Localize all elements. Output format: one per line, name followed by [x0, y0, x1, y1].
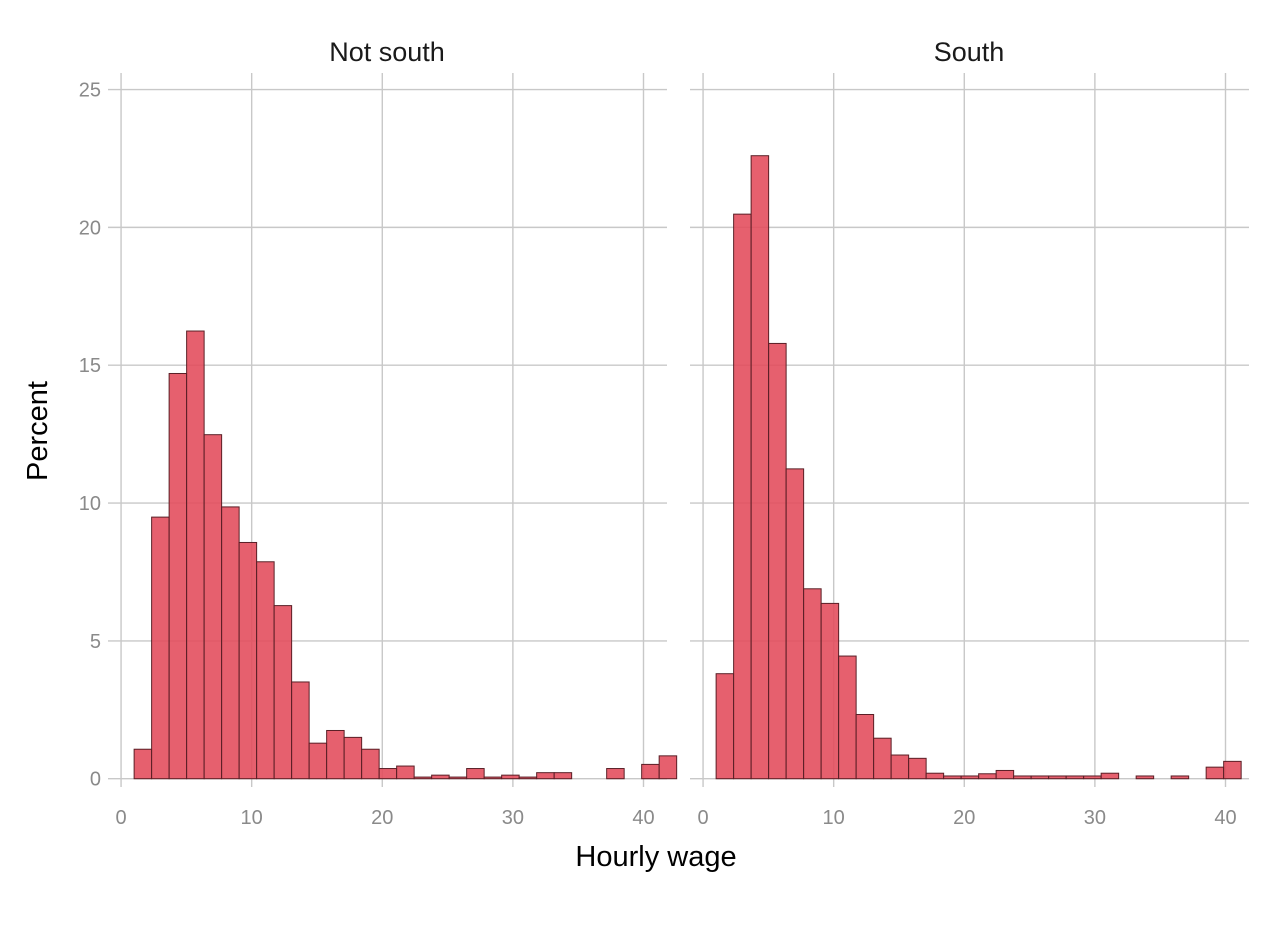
- histogram-bar: [838, 655, 857, 780]
- histogram-bar: [1205, 766, 1225, 780]
- histogram-bar: [820, 602, 840, 780]
- histogram-bar: [715, 673, 735, 780]
- histogram-bar: [960, 775, 980, 780]
- histogram-bar: [396, 765, 415, 780]
- histogram-bar: [803, 588, 822, 780]
- x-tick-label: 40: [632, 807, 654, 829]
- histogram-bar: [238, 541, 258, 780]
- histogram-bar: [641, 763, 660, 780]
- histogram-bar: [553, 772, 573, 780]
- histogram-bar: [518, 776, 538, 780]
- histogram-bar: [978, 773, 997, 780]
- histogram-bar: [466, 768, 485, 780]
- histogram-bar: [750, 155, 770, 780]
- histogram-bar: [343, 736, 363, 780]
- histogram-bar: [256, 561, 275, 780]
- histogram-bar: [658, 755, 678, 780]
- x-tick-label: 0: [697, 807, 708, 829]
- histogram-bar: [1030, 775, 1050, 780]
- x-tick-labels-not-south: 0 10 20 30 40: [115, 807, 654, 829]
- x-tick-label: 20: [371, 807, 393, 829]
- panel-title-south: South: [934, 37, 1005, 67]
- histogram-bar: [308, 742, 328, 780]
- panel-bars-not-south: [133, 330, 678, 780]
- histogram-bar: [378, 768, 398, 780]
- y-tick-label: 15: [79, 355, 101, 377]
- histogram-bar: [291, 681, 310, 780]
- x-tick-label: 40: [1214, 807, 1236, 829]
- histogram-bar: [168, 372, 188, 780]
- histogram-bar: [1083, 775, 1102, 780]
- panel-bars-south: [715, 155, 1242, 780]
- y-tick-label: 20: [79, 217, 101, 239]
- y-tick-label: 5: [90, 631, 101, 653]
- histogram-bar: [1223, 760, 1242, 780]
- histogram-bar: [925, 772, 945, 780]
- histogram-bar: [1100, 772, 1120, 780]
- x-tick-label: 10: [823, 807, 845, 829]
- histogram-bar: [448, 776, 468, 780]
- x-tick-labels-south: 0 10 20 30 40: [697, 807, 1236, 829]
- histogram-bar: [1135, 775, 1155, 780]
- histogram-bar: [151, 516, 170, 780]
- histogram-bar: [501, 774, 520, 780]
- histogram-bar: [873, 737, 892, 780]
- histogram-bar: [943, 775, 962, 780]
- x-tick-label: 20: [953, 807, 975, 829]
- x-axis-title: Hourly wage: [575, 841, 736, 873]
- histogram-bar: [133, 748, 153, 780]
- histogram-bar: [203, 434, 223, 780]
- histogram-bar: [785, 468, 805, 780]
- histogram-bar: [326, 729, 345, 780]
- histogram-bar: [768, 342, 787, 780]
- histogram-bar: [908, 757, 927, 780]
- histogram-bar: [536, 772, 555, 780]
- histogram-bar: [1048, 775, 1067, 780]
- histogram-bar: [890, 754, 910, 780]
- histogram-bar: [483, 776, 503, 780]
- histogram-bar: [186, 330, 205, 780]
- histogram-bar: [431, 774, 450, 780]
- histogram-bar: [1170, 775, 1190, 780]
- x-tick-label: 0: [115, 807, 126, 829]
- histogram-bar: [273, 605, 293, 780]
- y-axis-title: Percent: [22, 381, 54, 481]
- histogram-bar: [995, 769, 1015, 780]
- y-tick-label: 10: [79, 493, 101, 515]
- y-tick-label: 0: [90, 769, 101, 791]
- histogram-bar: [733, 213, 752, 780]
- panel-south: South 0 10 20 30 40: [690, 37, 1249, 829]
- x-tick-label: 30: [502, 807, 524, 829]
- histogram-bar: [1065, 775, 1085, 780]
- y-tick-label: 25: [79, 80, 101, 102]
- histogram-bar: [606, 768, 625, 780]
- y-tick-labels: 0 5 10 15 20 25: [79, 80, 101, 791]
- histogram-bar: [1013, 775, 1032, 780]
- x-tick-label: 10: [241, 807, 263, 829]
- histogram-bar: [855, 713, 875, 780]
- panel-not-south: Not south 0 5 10 15 20 25 0 10 20 30 40: [79, 37, 678, 829]
- histogram-bar: [221, 506, 240, 780]
- histogram-bar: [413, 776, 433, 780]
- x-tick-label: 30: [1084, 807, 1106, 829]
- panel-title-not-south: Not south: [329, 37, 445, 67]
- histogram-bar: [361, 748, 380, 780]
